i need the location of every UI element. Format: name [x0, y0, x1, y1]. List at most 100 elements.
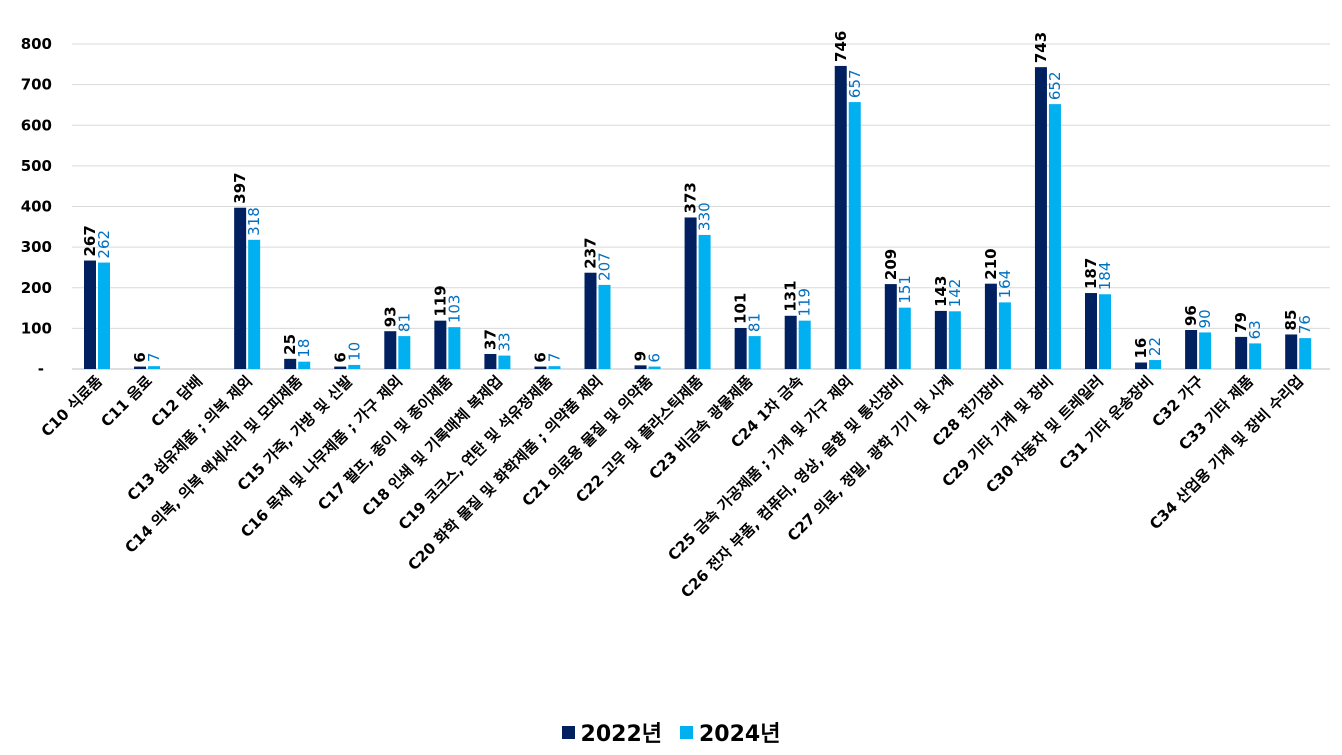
- bar-2022년: [834, 65, 847, 369]
- bar-2024년: [498, 355, 511, 369]
- x-tick-label: C10 식료품: [38, 372, 106, 440]
- bar-2022년: [584, 272, 597, 369]
- bar-2024년: [1048, 104, 1061, 369]
- data-label-2024년: 142: [946, 279, 964, 308]
- bar-2022년: [234, 207, 247, 369]
- data-label-2022년: 743: [1032, 32, 1050, 63]
- bar-2024년: [98, 262, 110, 369]
- data-label-2024년: 652: [1046, 71, 1064, 100]
- bar-2024년: [648, 366, 661, 369]
- bar-2022년: [984, 283, 997, 369]
- data-label-2022년: 101: [732, 293, 750, 324]
- bar-2022년: [734, 327, 747, 369]
- data-label-2022년: 131: [782, 280, 800, 311]
- bar-2024년: [148, 366, 161, 369]
- bar-2022년: [934, 310, 947, 369]
- data-label-2024년: 151: [896, 275, 914, 304]
- data-label-2024년: 90: [1196, 309, 1214, 328]
- bar-2024년: [248, 239, 261, 369]
- data-label-2022년: 9: [632, 351, 650, 361]
- bar-2024년: [398, 336, 411, 369]
- data-label-2024년: 10: [345, 342, 363, 361]
- bar-2022년: [784, 315, 797, 369]
- y-tick-label: -: [38, 360, 44, 378]
- x-tick-label: C11 음료: [97, 372, 156, 431]
- legend-swatch-2024: [680, 725, 693, 739]
- bar-2024년: [998, 302, 1011, 369]
- bar-2024년: [798, 320, 811, 369]
- x-tick-label: C14 의복, 의복 액세서리 및 모피제품: [121, 372, 306, 557]
- y-tick-label: 800: [21, 35, 52, 53]
- data-label-2024년: 63: [1246, 320, 1264, 339]
- bar-2024년: [1199, 332, 1212, 369]
- data-label-2024년: 164: [996, 270, 1014, 299]
- data-label-2024년: 103: [445, 295, 463, 324]
- legend-label-2024: 2024년: [699, 722, 781, 747]
- bar-2024년: [1099, 294, 1111, 369]
- data-label-2022년: 267: [81, 225, 99, 256]
- y-tick-label: 100: [21, 319, 52, 337]
- data-label-2024년: 119: [796, 288, 814, 317]
- bar-2024년: [1249, 343, 1262, 369]
- bar-2024년: [948, 311, 961, 369]
- data-label-2022년: 96: [1182, 305, 1200, 326]
- data-label-2022년: 746: [832, 31, 850, 62]
- data-label-2022년: 37: [481, 329, 499, 350]
- data-label-2024년: 81: [746, 313, 764, 332]
- data-label-2022년: 85: [1282, 310, 1300, 331]
- bar-2024년: [448, 327, 461, 369]
- x-tick-label: C25 금속 가공제품 ; 기계 및 가구 제외: [664, 372, 856, 564]
- data-label-2022년: 373: [682, 182, 700, 213]
- data-label-2024년: 33: [495, 332, 513, 351]
- data-label-2024년: 76: [1296, 315, 1314, 334]
- bar-2022년: [484, 353, 497, 369]
- bar-2022년: [884, 284, 897, 369]
- legend-swatch-2022: [561, 725, 575, 739]
- y-tick-label: 500: [21, 157, 52, 175]
- data-label-2024년: 207: [596, 252, 614, 281]
- bar-2024년: [1299, 338, 1312, 369]
- bar-2022년: [334, 366, 347, 369]
- data-label-2024년: 318: [245, 207, 263, 236]
- bar-2022년: [434, 320, 447, 369]
- data-label-2024년: 18: [295, 339, 313, 358]
- data-label-2024년: 81: [395, 313, 413, 332]
- bar-2024년: [898, 307, 911, 369]
- y-tick-label: 200: [21, 279, 52, 297]
- data-label-2024년: 184: [1096, 262, 1114, 291]
- data-label-2022년: 6: [131, 352, 149, 362]
- data-label-2022년: 93: [381, 306, 399, 327]
- y-tick-label: 300: [21, 238, 52, 256]
- y-tick-label: 700: [21, 76, 52, 94]
- bar-2022년: [1135, 362, 1148, 369]
- y-tick-label: 400: [21, 198, 52, 216]
- data-label-2022년: 237: [582, 237, 600, 268]
- bar-2024년: [748, 336, 761, 369]
- data-label-2022년: 119: [431, 285, 449, 316]
- bar-2022년: [1034, 67, 1047, 369]
- bar-2022년: [1235, 336, 1248, 369]
- data-label-2022년: 6: [531, 352, 549, 362]
- bar-2024년: [698, 234, 711, 369]
- bar-2024년: [548, 366, 561, 369]
- legend: 2022년 2024년: [0, 716, 1342, 748]
- legend-label-2022: 2022년: [580, 722, 662, 747]
- data-label-2022년: 143: [932, 276, 950, 307]
- data-label-2022년: 16: [1132, 338, 1150, 359]
- data-label-2024년: 330: [696, 202, 714, 231]
- bar-2024년: [348, 364, 361, 369]
- data-label-2022년: 187: [1082, 258, 1100, 289]
- data-label-2022년: 79: [1232, 312, 1250, 333]
- data-label-2024년: 7: [545, 353, 563, 363]
- legend-item-2024: 2024년: [680, 716, 780, 748]
- bar-2022년: [134, 366, 147, 369]
- bar-2022년: [1285, 334, 1298, 369]
- x-tick-label: C31 기타 운송장비: [1056, 372, 1157, 473]
- data-label-2022년: 25: [281, 334, 299, 355]
- bar-2022년: [634, 365, 647, 369]
- data-label-2024년: 262: [95, 230, 113, 259]
- data-label-2022년: 6: [331, 352, 349, 362]
- legend-item-2022: 2022년: [561, 716, 662, 748]
- data-label-2024년: 22: [1146, 337, 1164, 356]
